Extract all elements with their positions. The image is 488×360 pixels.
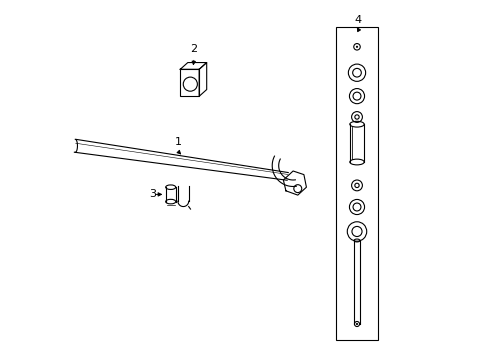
Circle shape — [355, 323, 357, 325]
Text: 2: 2 — [190, 44, 197, 54]
Text: 1: 1 — [174, 137, 181, 147]
Text: 3: 3 — [149, 189, 156, 199]
Text: 4: 4 — [354, 15, 361, 25]
Circle shape — [355, 46, 357, 48]
Bar — [180, 69, 199, 96]
Bar — [336, 27, 377, 340]
